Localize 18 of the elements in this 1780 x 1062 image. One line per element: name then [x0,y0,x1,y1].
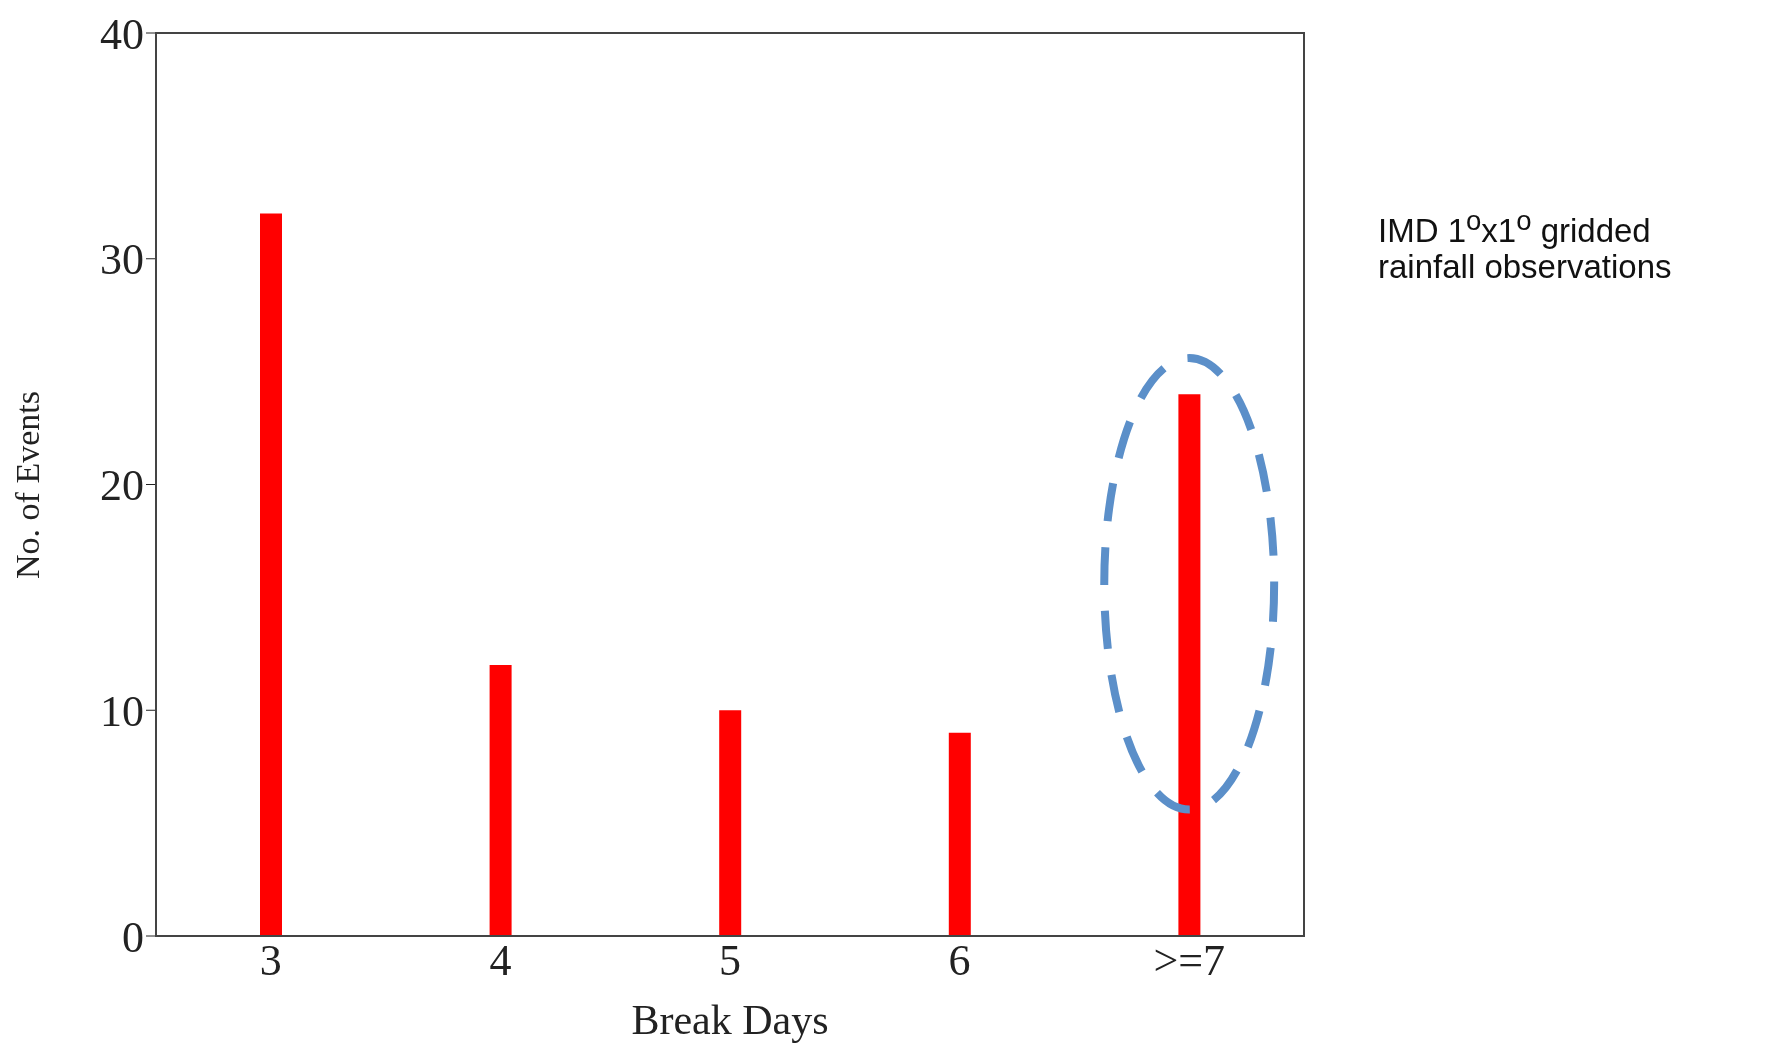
x-tick-label: 4 [489,936,512,986]
bar [948,732,971,936]
bar [489,665,512,936]
x-tick-label: 3 [259,936,282,986]
y-tick-label: 0 [122,912,144,962]
x-tick-label: 6 [948,936,971,986]
y-tick-label: 10 [100,686,144,736]
bar [1178,394,1201,936]
y-tick-label: 40 [100,9,144,59]
x-tick-label: >=7 [1153,936,1226,986]
bar [260,213,282,936]
text: IMD 1$^{o}$x1$^{o}$ gridded rainfall observations [1378,205,1673,286]
y-tick-label: 30 [100,235,144,285]
y-tick-label: 20 [100,461,144,511]
bar [719,710,742,936]
x-axis-title: Break Days [631,997,829,1043]
x-tick-label: 5 [719,936,741,986]
y-axis-title: No. of Events [9,390,47,579]
